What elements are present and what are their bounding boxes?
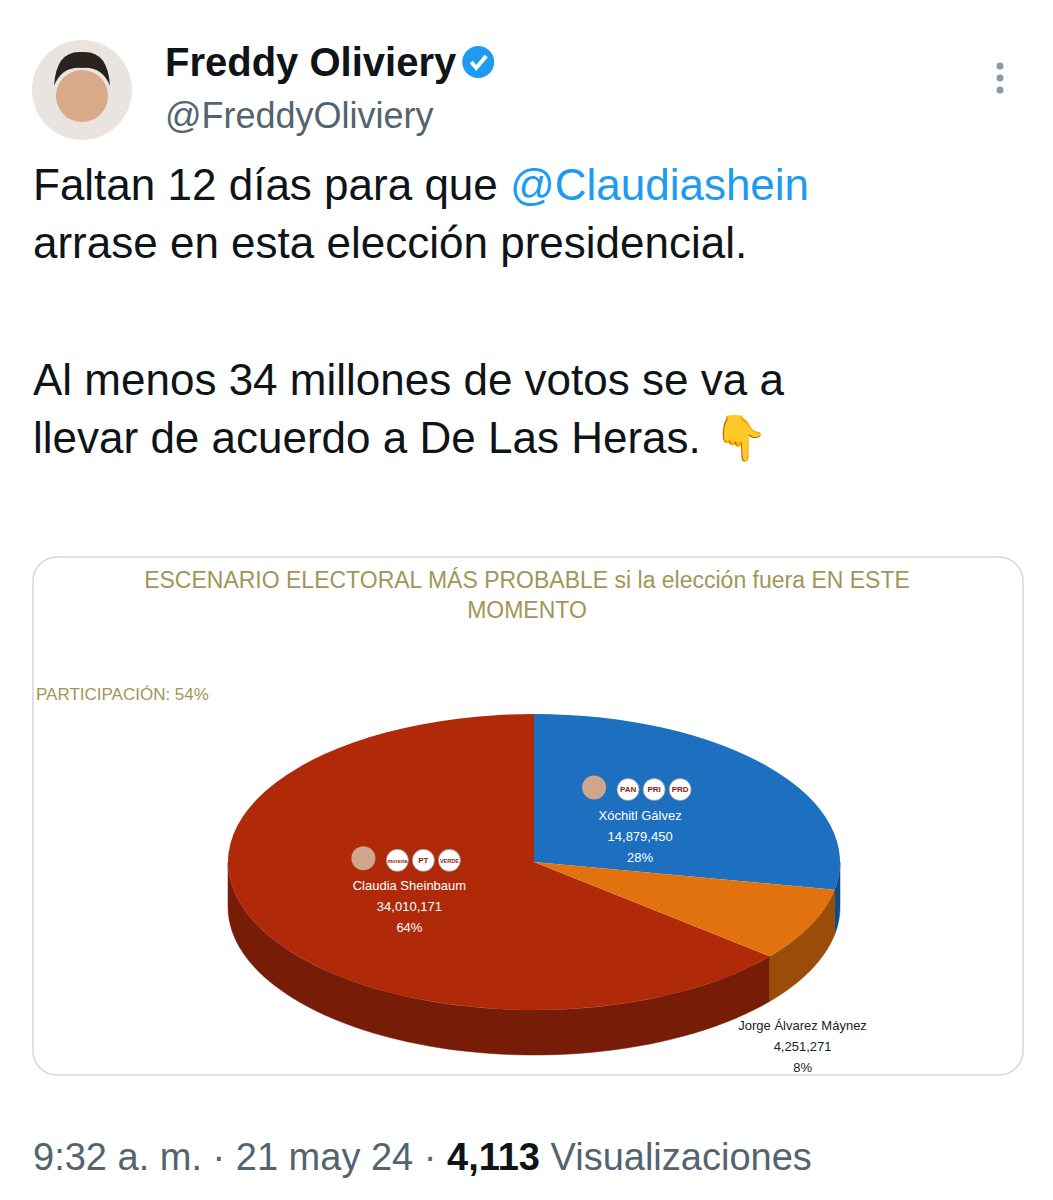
word: Faltan [33,160,155,209]
party-logo [643,779,665,801]
menu-dot [997,87,1004,94]
word: millones [278,355,452,404]
meta-separator: · [202,1136,236,1178]
word: presidencial. [488,218,747,267]
avatar-hair [54,52,110,86]
category-label: Jorge Álvarez Máynez [738,1018,867,1033]
author-name[interactable]: Freddy Oliviery [165,40,457,84]
votes-label: 34,010,171 [377,899,442,914]
word: se [630,355,689,404]
slice [534,862,835,956]
party-logo [617,779,639,801]
slice [534,714,840,890]
data-labels: morena PT VERDE Claudia Sheinbaum 34,010,171… [351,776,866,1075]
word: Heras. [559,413,701,462]
tweet-meta: 9:32 a. m. · 21 may 24 · 4,113 Visualiza… [33,1136,812,1178]
word: 12 [155,160,216,209]
word: elección [314,218,488,267]
word: llevar [33,413,138,462]
more-menu[interactable] [997,63,1004,94]
badge-check [471,56,486,68]
word: que [412,160,498,209]
meta-separator: · [413,1136,447,1178]
meta-part: 21 may 24 [236,1136,413,1178]
word: para [312,160,413,209]
word: 34 [216,355,277,404]
slice-label: PAN PRI PRD Xóchitl Gálvez 14,879,450 28% [582,776,691,865]
avatar-bg [32,40,132,140]
word: a [371,413,408,462]
word: Al [33,355,72,404]
word: en [158,218,219,267]
tweet-text: llevar de acuerdo a De Las Heras. 👇 [33,413,768,464]
tweet-text: Faltan 12 días para que @Claudiashein [33,160,809,209]
page: Freddy Oliviery @FreddyOliviery Faltan 12 … [0,0,1053,1200]
word: De [407,413,475,462]
verified-badge [462,46,494,78]
word: arrase [33,218,158,267]
category-label: Claudia Sheinbaum [353,878,466,893]
annotation: PARTICIPACIÓN: 54% [36,685,209,704]
party-logo [412,849,434,871]
party-name: PT [418,856,428,865]
value-label: 64% [396,920,422,935]
avatar-face [56,70,108,122]
mention[interactable]: @Claudiashein [498,160,809,209]
candidate-photo [582,776,606,800]
word: días [216,160,311,209]
party-logo [438,849,460,871]
tweet-text: arrase en esta elección presidencial. [33,218,747,267]
tweet-text: Al menos 34 millones de votos se va a [33,355,784,404]
author-handle[interactable]: @FreddyOliviery [165,95,434,136]
party-name: PRD [672,785,689,794]
word: esta [219,218,315,267]
word: a [747,355,784,404]
pie-top [228,714,840,1010]
chart-card[interactable] [33,557,1023,1075]
candidate-photo [351,846,375,870]
votes-label: 4,251,271 [774,1039,832,1054]
menu-dot [997,75,1004,82]
avatar[interactable] [32,40,132,140]
party-name: PRI [647,785,660,794]
views-label: Visualizaciones [540,1136,812,1178]
word: acuerdo [199,413,370,462]
meta-part: 9:32 a. m. [33,1136,202,1178]
word: va [688,355,747,404]
word: Las [476,413,559,462]
word: de [451,355,512,404]
category-label: Xóchitl Gálvez [599,808,682,823]
word: votos [512,355,629,404]
badge-circle [462,46,494,78]
word: de [138,413,199,462]
word: menos [72,355,216,404]
slice-label: morena PT VERDE Claudia Sheinbaum 34,010,171… [351,846,466,935]
menu-dot [997,63,1004,70]
chart-title: ESCENARIO ELECTORAL MÁS PROBABLE si la e… [144,567,910,623]
party-logo [669,779,691,801]
value-label: 28% [627,850,653,865]
party-name: PAN [620,785,637,794]
votes-label: 14,879,450 [608,829,673,844]
party-logo [386,849,408,871]
party-name: VERDE [440,858,459,864]
slice-label: Jorge Álvarez Máynez 4,251,271 8% [738,1018,867,1075]
views-count: 4,113 [447,1136,540,1178]
word: 👇 [701,413,768,464]
party-name: morena [387,858,408,864]
value-label: 8% [793,1060,812,1075]
